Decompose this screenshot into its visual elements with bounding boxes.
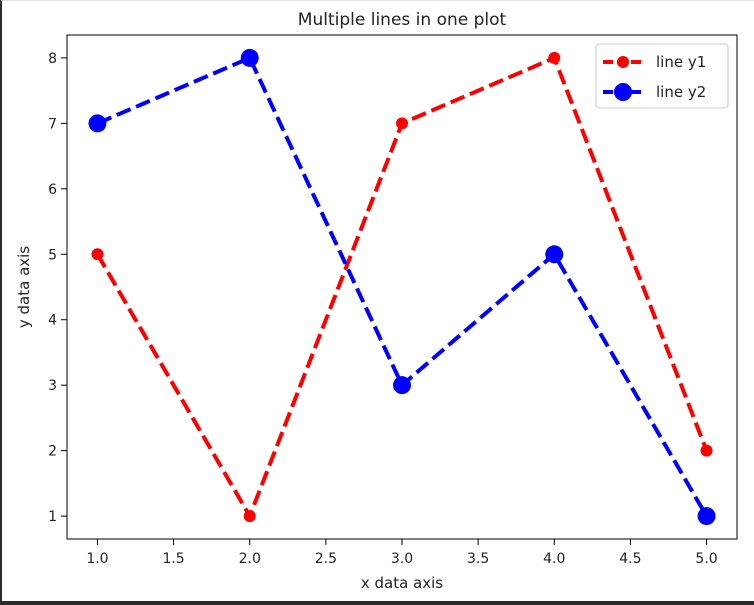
series-1-point	[243, 510, 256, 523]
y-axis-label: y data axis	[15, 246, 33, 328]
y-axis-ticks: 1 2 3 4 5 6 7 8	[48, 51, 67, 525]
y-tick-label: 5	[48, 247, 57, 263]
series-1-point	[91, 248, 104, 261]
x-tick-label: 3.5	[467, 551, 489, 567]
plot-area	[66, 34, 738, 540]
y-tick-label: 7	[48, 116, 57, 132]
x-axis-label: x data axis	[361, 574, 443, 592]
x-tick-label: 1.5	[162, 551, 184, 567]
y-tick-label: 1	[48, 509, 57, 525]
x-tick-label: 5.0	[695, 551, 717, 567]
series-1-point	[548, 51, 561, 64]
series-1-point	[396, 117, 408, 130]
series-layer	[88, 48, 716, 526]
y-tick-label: 8	[48, 51, 57, 67]
legend-entries: line y1 line y2	[603, 53, 706, 101]
series-2-point	[545, 245, 564, 264]
legend-1-marker-swatch	[617, 56, 629, 68]
legend-2-marker-swatch	[614, 83, 632, 101]
window-frame-bottom	[0, 601, 754, 605]
x-tick-label: 3.0	[391, 551, 413, 567]
series-2-point	[393, 376, 411, 395]
legend-2-label: line y2	[656, 83, 706, 101]
x-tick-label: 4.0	[543, 551, 565, 567]
x-tick-label: 1.0	[86, 551, 108, 567]
x-tick-label: 2.0	[239, 551, 261, 567]
y-tick-label: 4	[48, 313, 57, 329]
series-2-point	[88, 114, 107, 133]
y-tick-label: 2	[48, 444, 57, 460]
legend: line y1 line y2	[595, 43, 729, 109]
x-tick-label: 4.5	[619, 551, 641, 567]
y-tick-label: 3	[48, 378, 57, 394]
chart-title: Multiple lines in one plot	[298, 10, 507, 30]
x-tick-label: 2.5	[315, 551, 337, 567]
y-tick-label: 6	[48, 182, 57, 198]
x-axis-ticks: 1.0 1.5 2.0 2.5 3.0 3.5 4.0 4.5 5.0	[86, 539, 718, 567]
series-2-point	[240, 48, 259, 67]
series-1-point	[700, 444, 713, 457]
legend-1-label: line y1	[656, 53, 706, 71]
series-2-point	[697, 507, 716, 526]
